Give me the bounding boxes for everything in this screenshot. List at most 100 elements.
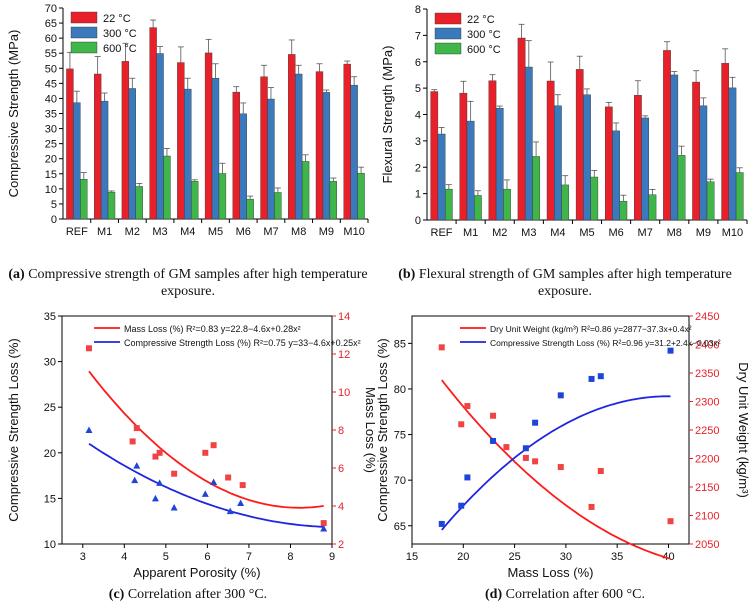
legend-label: 22 °C	[467, 14, 495, 26]
bar-600C-M1	[107, 191, 116, 220]
point-blue	[156, 479, 164, 486]
y-tick-label: 10	[44, 539, 56, 551]
y-tick-label: 35	[44, 311, 56, 323]
point-red	[597, 468, 604, 475]
caption-c-text: Correlation after 300 °C.	[124, 587, 268, 602]
legend-swatch	[434, 27, 462, 40]
y2-tick-label: 10	[338, 387, 350, 399]
bar-600C-M6	[246, 198, 254, 220]
bar-300C-M10	[728, 87, 737, 221]
caption-d-text: Correlation after 600 °C.	[502, 587, 645, 602]
point-blue	[458, 502, 465, 509]
bar-300C-M7	[641, 117, 650, 221]
x-tick-label: M4	[180, 226, 195, 238]
point-red	[239, 482, 246, 489]
y-tick-label: 65	[45, 18, 57, 30]
bar-300C-M6	[612, 130, 620, 221]
x-tick-label: M10	[722, 227, 743, 239]
legend-label: Dry Unit Weight (kg/m³) R²=0.86 y=2877−3…	[490, 324, 692, 334]
y2-tick-label: 2350	[695, 368, 719, 380]
bar-600C-M9	[329, 181, 338, 220]
chart-a: 0 5 10 15 20 25 30 35 40 45 50 55 60 65 70 REF M1 M2 M3 M4 M…	[0, 0, 376, 260]
y-axis-label: Compressive Strength (MPa)	[6, 30, 21, 198]
x-tick-label: M6	[236, 226, 251, 238]
bar-22C-M8	[663, 50, 671, 221]
x-tick-label: M3	[521, 227, 536, 239]
x-tick-label: 20	[457, 551, 469, 563]
chart-a-svg: 0 5 10 15 20 25 30 35 40 45 50 55 60 65 70 REF M1 M2 M3 M4 M…	[6, 3, 369, 238]
y-tick-label: 10	[45, 184, 57, 196]
point-red	[171, 470, 178, 477]
point-blue	[588, 375, 595, 382]
x-tick-label: 30	[560, 551, 572, 563]
x-tick-label: 3	[80, 551, 86, 563]
point-blue	[557, 392, 564, 399]
y-tick-label: 80	[394, 384, 406, 396]
y2-tick-label: 6	[338, 463, 344, 475]
caption-b-text: Flexural strength of GM samples after hi…	[415, 267, 732, 299]
y-tick-label: 4	[415, 110, 421, 122]
bar-300C-M4	[554, 105, 562, 221]
y-axis-label: Flexural Strength (MPa)	[380, 46, 395, 184]
chart-c-svg: 3 4 5 6 7 8 9 10 15 20 25 30 35 2 4 6 8 10 12 14 Mass Loss (…	[6, 311, 378, 580]
bar-300C-M3	[524, 66, 533, 221]
legend-swatch	[434, 42, 462, 55]
x-tick-label: 6	[204, 551, 210, 563]
x-tick-label: M9	[319, 226, 334, 238]
fit-curve-blue	[88, 443, 324, 528]
caption-a: (a) Compressive strength of GM samples a…	[2, 266, 374, 300]
bar-600C-M2	[135, 186, 143, 220]
x-tick-label: M10	[343, 226, 364, 238]
y-tick-label: 2	[415, 162, 421, 174]
x-axis-label: Apparent Porosity (%)	[133, 565, 260, 580]
bar-300C-REF	[437, 133, 446, 221]
bar-22C-M9	[315, 71, 324, 220]
point-blue	[667, 347, 674, 354]
point-blue	[532, 419, 539, 426]
x-tick-label: M2	[125, 226, 140, 238]
point-blue	[226, 507, 234, 515]
bar-300C-M5	[583, 94, 591, 221]
y-tick-label: 75	[394, 430, 406, 442]
bar-22C-M2	[488, 80, 497, 221]
x-tick-label: M1	[97, 226, 112, 238]
bar-22C-M5	[204, 52, 213, 220]
point-blue	[210, 478, 218, 485]
plot-frame	[411, 315, 690, 545]
y2-tick-label: 2300	[695, 397, 719, 409]
legend-label: 300 °C	[467, 29, 501, 41]
bar-300C-REF	[73, 102, 81, 220]
chart-b: 0 1 2 3 4 5 6 7 8 REF M1 M2 M3 M4 M5 M6 M7 M8 M9 M10 Flexura…	[377, 0, 753, 260]
point-blue	[597, 373, 604, 380]
y-tick-label: 0	[415, 215, 421, 227]
x-axis-label: Mass Loss (%)	[508, 565, 594, 580]
chart-c: 3 4 5 6 7 8 9 10 15 20 25 30 35 2 4 6 8 10 12 14 Mass Loss (…	[0, 306, 378, 584]
bar-22C-M1	[93, 73, 102, 220]
y2-tick-label: 4	[338, 501, 344, 513]
bar-600C-M4	[561, 184, 570, 221]
point-red	[202, 449, 209, 456]
x-tick-label: M7	[638, 227, 653, 239]
bar-600C-M7	[274, 192, 282, 220]
point-blue	[170, 504, 178, 511]
point-blue	[237, 499, 245, 506]
y-tick-label: 6	[415, 57, 421, 69]
y2-tick-label: 2100	[695, 511, 719, 523]
y2-tick-label: 2450	[695, 311, 719, 323]
bar-22C-M8	[288, 54, 296, 220]
y-tick-label: 70	[394, 475, 406, 487]
point-blue	[320, 524, 328, 532]
x-tick-label: 40	[662, 551, 674, 563]
point-blue	[522, 445, 529, 452]
point-red	[464, 403, 471, 410]
bar-300C-M7	[267, 98, 275, 220]
x-tick-label: 8	[287, 551, 293, 563]
caption-d: (d) Correlation after 600 °C.	[377, 586, 753, 603]
y-tick-label: 15	[45, 169, 57, 181]
bar-600C-M10	[357, 172, 365, 220]
fit-curve-blue	[441, 395, 671, 531]
bar-600C-M4	[191, 181, 199, 220]
bar-300C-M2	[495, 107, 504, 221]
legend-label: Compressive Strength Loss (%) R²=0.75 y=…	[124, 338, 361, 348]
bar-300C-M6	[239, 113, 247, 220]
